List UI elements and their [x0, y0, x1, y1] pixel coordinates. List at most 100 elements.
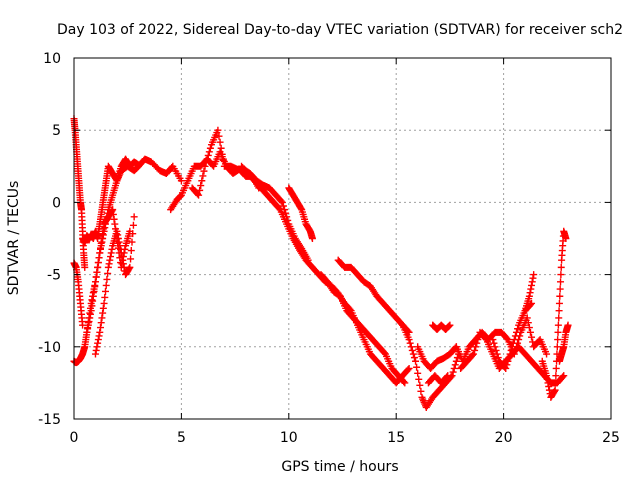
data-point	[118, 253, 126, 261]
data-point	[550, 387, 558, 395]
data-point	[380, 349, 388, 357]
data-point	[114, 235, 122, 242]
series-arc-u	[538, 227, 570, 401]
data-point	[412, 357, 420, 365]
series-arc-d	[79, 155, 142, 247]
data-point	[91, 281, 99, 289]
data-point	[98, 235, 106, 242]
data-point	[470, 350, 478, 358]
data-point	[524, 319, 532, 327]
data-point	[492, 346, 500, 354]
data-point	[202, 159, 210, 167]
y-tick-label: 5	[52, 123, 61, 139]
data-point	[218, 150, 226, 158]
data-point	[114, 231, 122, 239]
data-point	[86, 310, 94, 318]
data-point	[125, 265, 133, 273]
data-point	[90, 285, 98, 293]
y-tick-label: 0	[52, 195, 61, 211]
data-point	[505, 354, 513, 362]
series-arc-b	[70, 115, 89, 271]
data-point	[557, 263, 565, 271]
data-point	[554, 336, 562, 344]
data-point	[94, 336, 102, 344]
data-point	[555, 299, 563, 307]
x-axis-label: GPS time / hours	[281, 459, 398, 475]
data-point	[556, 292, 564, 300]
data-point	[553, 343, 561, 351]
x-tick-label: 10	[280, 430, 298, 446]
data-point	[217, 144, 225, 152]
data-point	[449, 368, 457, 376]
data-point	[197, 182, 205, 190]
data-point	[526, 289, 534, 297]
data-point	[557, 271, 565, 279]
grid-lines	[74, 58, 611, 419]
data-point	[510, 336, 518, 344]
data-point	[410, 354, 418, 362]
data-point	[117, 245, 125, 253]
data-point	[494, 354, 502, 362]
data-point	[129, 230, 137, 238]
data-point	[99, 231, 107, 239]
series-arc-v	[555, 321, 572, 365]
series-arc-o	[424, 372, 452, 387]
data-point	[416, 381, 424, 389]
data-point	[89, 289, 97, 297]
data-point	[108, 245, 116, 253]
data-point	[106, 256, 114, 264]
data-point	[481, 334, 489, 342]
data-point	[282, 209, 290, 217]
data-point	[468, 351, 476, 359]
data-point	[406, 339, 414, 347]
data-point	[527, 285, 535, 293]
data-point	[92, 346, 100, 354]
data-point	[562, 235, 570, 242]
data-point	[554, 328, 562, 336]
data-point	[102, 287, 110, 295]
data-point	[444, 323, 452, 331]
data-point	[97, 319, 105, 327]
data-point	[473, 339, 481, 347]
series-arc-k	[317, 271, 409, 387]
data-point	[88, 296, 96, 304]
data-point	[83, 328, 91, 336]
data-point	[215, 132, 223, 140]
data-point	[279, 202, 287, 210]
y-tick-label: -15	[38, 412, 61, 428]
data-point	[206, 144, 214, 152]
data-point	[450, 364, 458, 372]
data-point	[451, 361, 459, 369]
data-point	[560, 372, 568, 380]
series-arc-s	[489, 299, 536, 372]
data-point	[452, 357, 460, 365]
data-point	[404, 366, 412, 374]
data-point	[203, 155, 211, 163]
data-point	[204, 151, 212, 159]
data-point	[413, 363, 421, 371]
data-point	[177, 177, 185, 185]
data-point	[506, 350, 514, 358]
data-point	[489, 336, 497, 344]
data-point	[109, 210, 117, 218]
data-point	[92, 273, 100, 281]
data-point	[552, 379, 560, 387]
data-point	[214, 126, 222, 134]
data-point	[559, 373, 567, 381]
data-point	[493, 350, 501, 358]
data-point	[112, 176, 120, 184]
data-point	[445, 322, 453, 330]
data-point	[99, 309, 107, 317]
data-point	[109, 206, 117, 214]
y-tick-label: -10	[38, 340, 61, 356]
data-point	[103, 275, 111, 283]
x-tick-label: 20	[495, 430, 513, 446]
data-point	[552, 372, 560, 380]
data-point	[116, 242, 124, 250]
data-point	[528, 278, 536, 286]
data-point	[91, 278, 99, 286]
data-point	[543, 375, 551, 383]
data-point	[94, 259, 102, 267]
data-point	[491, 343, 499, 351]
data-point	[96, 328, 104, 336]
